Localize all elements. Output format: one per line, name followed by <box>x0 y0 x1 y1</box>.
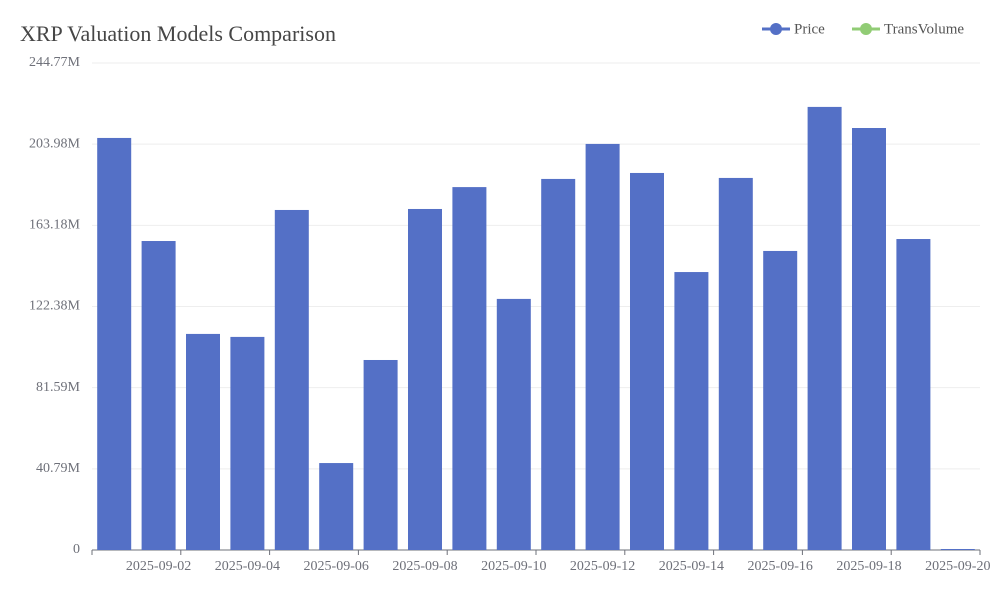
y-tick-label: 0 <box>73 542 80 557</box>
x-tick-label: 2025-09-12 <box>570 559 635 574</box>
bar <box>541 178 576 550</box>
y-tick-label: 122.38M <box>29 299 81 314</box>
bar <box>940 549 975 550</box>
legend-label: Price <box>794 21 825 37</box>
bar <box>674 272 709 550</box>
x-tick-label: 2025-09-16 <box>748 559 813 574</box>
x-tick-label: 2025-09-02 <box>126 559 191 574</box>
x-tick-label: 2025-09-14 <box>659 559 724 574</box>
bar <box>186 333 220 550</box>
bar <box>274 209 309 550</box>
legend-marker <box>860 23 872 35</box>
bar <box>408 208 442 550</box>
x-tick-label: 2025-09-10 <box>481 559 546 574</box>
bar <box>319 463 354 550</box>
chart-title: XRP Valuation Models Comparison <box>20 21 336 46</box>
legend-label: TransVolume <box>884 21 964 37</box>
bar <box>230 336 265 550</box>
bar <box>630 172 664 550</box>
bar <box>97 137 132 550</box>
y-tick-label: 40.79M <box>36 461 81 476</box>
x-tick-label: 2025-09-20 <box>925 559 990 574</box>
legend-marker <box>770 23 782 35</box>
x-tick-label: 2025-09-08 <box>392 559 457 574</box>
bar <box>452 187 487 550</box>
y-tick-label: 203.98M <box>29 136 81 151</box>
bar <box>585 143 620 550</box>
bar <box>363 359 398 550</box>
y-tick-label: 244.77M <box>29 55 81 70</box>
x-tick-label: 2025-09-18 <box>836 559 901 574</box>
x-tick-label: 2025-09-04 <box>215 559 280 574</box>
x-tick-label: 2025-09-06 <box>304 559 369 574</box>
y-tick-label: 81.59M <box>36 380 81 395</box>
bar <box>896 239 931 550</box>
y-tick-label: 163.18M <box>29 218 81 233</box>
bar <box>141 241 176 550</box>
bar <box>718 177 753 550</box>
bar <box>763 250 798 551</box>
bar <box>496 298 531 550</box>
bar <box>852 128 886 550</box>
bar <box>807 106 842 550</box>
